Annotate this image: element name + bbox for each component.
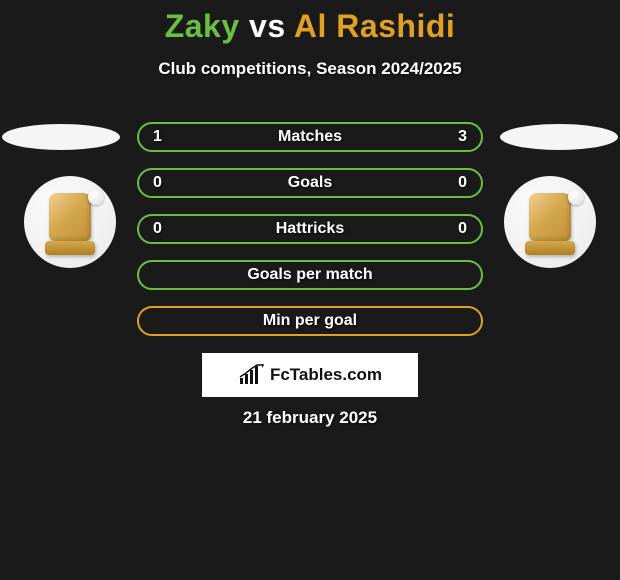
vs-text: vs — [249, 8, 286, 44]
stat-row: Min per goal — [137, 306, 483, 336]
stat-row: Goals per match — [137, 260, 483, 290]
chart-icon — [238, 364, 264, 386]
comparison-title: Zaky vs Al Rashidi — [0, 0, 620, 45]
stat-row: 1 Matches 3 — [137, 122, 483, 152]
player2-name: Al Rashidi — [294, 8, 455, 44]
stat-value-right: 3 — [458, 128, 467, 146]
player1-name: Zaky — [165, 8, 240, 44]
brand-box: FcTables.com — [202, 353, 418, 397]
brand-text: FcTables.com — [270, 365, 382, 385]
ellipse-left — [2, 124, 120, 150]
stat-value-right: 0 — [458, 174, 467, 192]
stat-row: 0 Goals 0 — [137, 168, 483, 198]
avatar-player2 — [504, 176, 596, 268]
trophy-icon — [522, 189, 578, 255]
stat-label: Goals — [288, 174, 332, 192]
stat-row: 0 Hattricks 0 — [137, 214, 483, 244]
subtitle: Club competitions, Season 2024/2025 — [0, 59, 620, 79]
stat-rows: 1 Matches 3 0 Goals 0 0 Hattricks 0 Goals per mat… — [137, 122, 483, 352]
date: 21 february 2025 — [0, 408, 620, 428]
avatar-player1 — [24, 176, 116, 268]
stat-label: Min per goal — [263, 312, 357, 330]
stat-label: Hattricks — [276, 220, 344, 238]
stat-label: Goals per match — [247, 266, 372, 284]
stat-value-left: 1 — [153, 128, 162, 146]
stat-value-left: 0 — [153, 174, 162, 192]
trophy-icon — [42, 189, 98, 255]
stat-value-right: 0 — [458, 220, 467, 238]
stat-label: Matches — [278, 128, 342, 146]
ellipse-right — [500, 124, 618, 150]
stat-value-left: 0 — [153, 220, 162, 238]
